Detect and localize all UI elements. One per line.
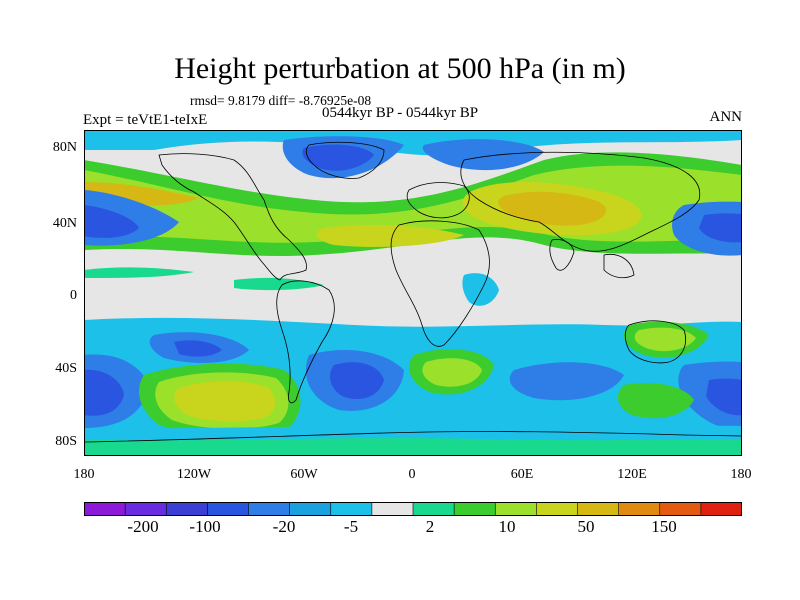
map-border: [84, 130, 742, 456]
contour-band-north-darkblue-greenland: [302, 144, 374, 171]
colorbar-swatch: [207, 502, 250, 516]
contour-band-south-darkblue-pacific: [174, 340, 222, 357]
contour-band-south-darkblue-atlantic: [330, 362, 384, 400]
colorbar-swatch: [495, 502, 537, 516]
lon-label-120e: 120E: [617, 467, 647, 482]
contour-band-south-darkblue-west: [84, 369, 124, 416]
colorbar-label-150: 150: [651, 517, 677, 536]
colorbar-swatch: [248, 502, 291, 516]
contour-band-antarctic-green: [84, 438, 742, 456]
colorbar-label-10: 10: [498, 517, 516, 536]
colorbar-label-100: -100: [189, 517, 221, 536]
stats-line: rmsd= 9.8179 diff= -8.76925e-08: [190, 93, 372, 108]
lon-label-120w: 120W: [176, 467, 212, 482]
contour-band-east-darkblue: [699, 213, 742, 243]
period-subtitle: 0544kyr BP - 0544kyr BP: [322, 105, 479, 121]
lat-label-40s: 40S: [55, 361, 77, 376]
coastlines: [84, 141, 742, 443]
contour-band-tropical-cyan: [462, 273, 499, 306]
colorbar-swatch: [84, 502, 126, 516]
coast-southeast-asia: [603, 253, 635, 279]
coast-asia: [460, 151, 701, 252]
coast-australia: [624, 320, 686, 364]
colorbar-label-200: -200: [127, 517, 159, 536]
colorbar: [84, 502, 742, 516]
map-panel: [84, 130, 742, 456]
colorbar-swatch: [454, 502, 496, 516]
contour-band-north-cyan: [84, 130, 742, 156]
contour-band-south-blue-indian: [509, 362, 624, 401]
contour-band-south-olive-pacific: [174, 381, 276, 422]
contour-band-south-darkblue-east: [706, 378, 742, 416]
coast-south-america: [276, 280, 335, 404]
lon-label-180e: 180: [730, 467, 752, 482]
contour-band-west-darkblue: [84, 205, 139, 238]
contour-band-tropical-green: [84, 267, 194, 278]
lat-label-0: 0: [70, 288, 77, 303]
colorbar-swatch: [618, 502, 661, 516]
season-label: ANN: [709, 109, 743, 125]
lon-label-0: 0: [408, 467, 416, 482]
coast-greenland: [305, 141, 385, 179]
lat-label-80s: 80S: [55, 434, 77, 449]
colorbar-swatch: [413, 502, 455, 516]
experiment-label: Expt = teVtE1-teIxE: [83, 112, 208, 128]
coast-north-america: [158, 153, 307, 281]
contour-band-south-lime-australia: [634, 327, 696, 352]
colorbar-swatch: [371, 502, 414, 516]
colorbar-swatch: [289, 502, 332, 516]
lat-label-80n: 80N: [52, 140, 77, 155]
contour-band-south-lime-atlantic: [422, 358, 482, 387]
colorbar-swatch: [577, 502, 620, 516]
coast-india: [549, 239, 575, 271]
plot-title: Height perturbation at 500 hPa (in m): [174, 52, 626, 85]
lat-label-40n: 40N: [52, 216, 77, 231]
colorbar-swatch: [330, 502, 373, 516]
colorbar-swatch: [166, 502, 208, 516]
colorbar-swatch: [125, 502, 167, 516]
contour-band-north-olive: [498, 191, 607, 226]
colorbar-label-2: 2: [425, 517, 435, 536]
colorbar-label-20: -20: [272, 517, 296, 536]
colorbar-swatch: [536, 502, 579, 516]
contour-band-south-green-indian: [617, 383, 694, 419]
coast-europe: [406, 182, 470, 219]
colorbar-label-5: -5: [343, 517, 359, 536]
contour-band-north-yellow-atlantic: [316, 224, 464, 247]
lon-label-60w: 60W: [290, 467, 318, 482]
contour-band-north-blue-siberia: [422, 139, 544, 171]
lon-label-60e: 60E: [510, 467, 534, 482]
coast-africa: [390, 220, 490, 347]
lon-label-180w: 180: [73, 467, 95, 482]
coast-antarctica: [84, 431, 742, 443]
colorbar-swatch: [659, 502, 702, 516]
colorbar-label-50: 50: [577, 517, 595, 536]
colorbar-swatch: [700, 502, 742, 516]
